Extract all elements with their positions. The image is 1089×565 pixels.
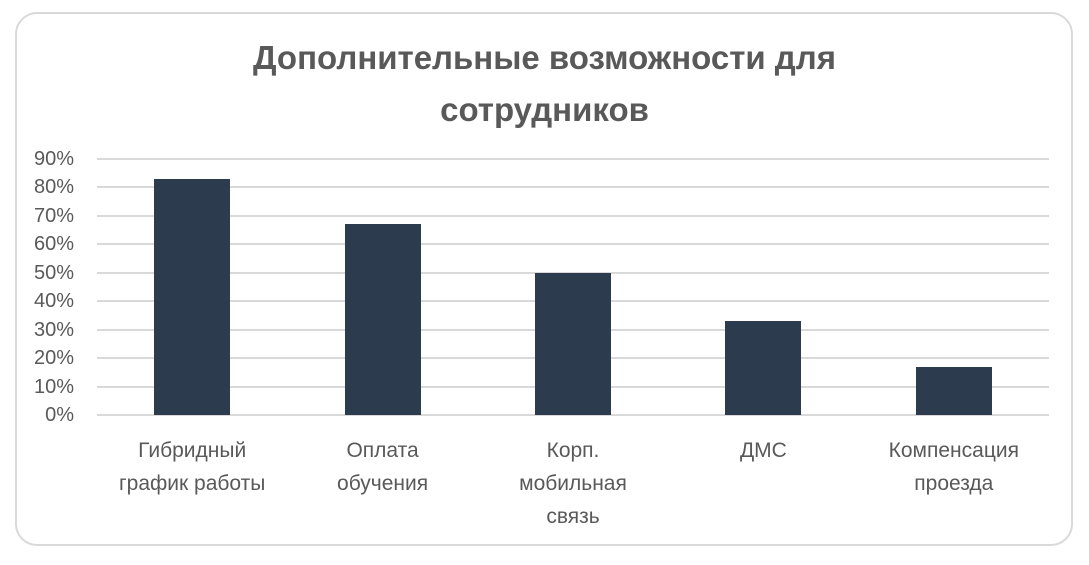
x-tick-label: Оплата обучения <box>288 434 478 500</box>
x-tick-label-line: Корп. <box>546 439 600 462</box>
x-tick-label-line: связь <box>546 505 600 528</box>
y-tick-label: 30% <box>33 318 74 341</box>
y-tick-label: 10% <box>33 375 74 398</box>
bar <box>725 321 802 415</box>
x-tick-label: Корп. мобильная связь <box>478 434 668 533</box>
x-tick-label-line: график работы <box>119 472 266 495</box>
gridline <box>97 243 1049 246</box>
gridline <box>97 214 1049 217</box>
gridline <box>97 158 1049 160</box>
gridline <box>97 186 1049 189</box>
bar <box>154 178 231 415</box>
y-tick-label: 80% <box>33 176 74 199</box>
bar <box>344 224 421 415</box>
y-tick-label: 20% <box>33 347 74 370</box>
x-tick-label-line: обучения <box>337 472 429 495</box>
plot-area <box>97 158 1049 416</box>
bar <box>915 366 992 415</box>
gridline <box>97 414 1049 416</box>
x-tick-label-line: ДМС <box>739 439 787 462</box>
x-tick-label-line: Оплата <box>346 439 419 462</box>
y-tick-label: 0% <box>45 404 74 426</box>
y-tick-label: 60% <box>33 233 74 256</box>
y-tick-label: 90% <box>33 148 74 170</box>
x-tick-label-line: Компенсация <box>888 439 1019 462</box>
x-tick-label: ДМС <box>668 434 858 467</box>
y-tick-label: 40% <box>33 290 74 313</box>
x-tick-label-line: Гибридный <box>138 439 247 462</box>
bar <box>535 272 611 415</box>
x-tick-label-line: проезда <box>914 472 994 495</box>
x-tick-label-line: мобильная <box>519 472 627 495</box>
chart-title-line-1: Дополнительные возможности для <box>253 39 836 76</box>
x-tick-label: Гибридный график работы <box>97 434 287 500</box>
chart-title-line-2: сотрудников <box>440 91 649 128</box>
y-tick-label: 50% <box>33 261 74 284</box>
y-tick-label: 70% <box>33 204 74 227</box>
x-tick-label: Компенсация проезда <box>859 434 1049 500</box>
chart-title: Дополнительные возможности для сотрудник… <box>0 32 1089 136</box>
